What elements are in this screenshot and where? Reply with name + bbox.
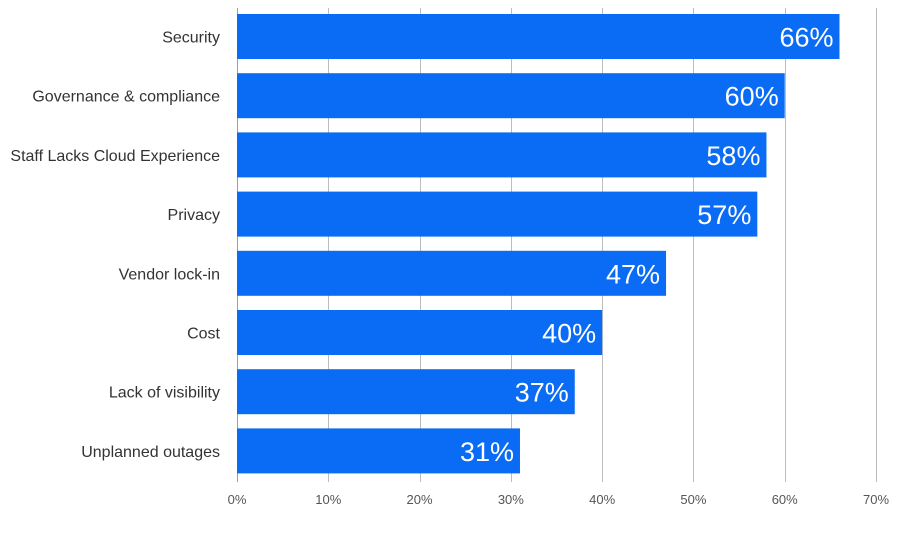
x-tick-label: 50% (680, 492, 706, 507)
data-label: 60% (725, 82, 779, 112)
category-label: Governance & compliance (32, 89, 220, 106)
category-label: Vendor lock-in (119, 266, 220, 283)
category-label: Security (162, 30, 220, 47)
labels-layer: Security 66% Governance & compliance 60% Sta… (10, 23, 833, 467)
category-label: Staff Lacks Cloud Experience (10, 148, 220, 165)
x-tick-label: 10% (315, 492, 341, 507)
bar (237, 132, 767, 178)
x-tick-label: 70% (863, 492, 889, 507)
data-label: 40% (542, 319, 596, 349)
x-tick-label: 30% (498, 492, 524, 507)
ticks-layer: 0% 10% 20% 30% 40% 50% 60% 70% (228, 492, 890, 507)
x-tick-label: 40% (589, 492, 615, 507)
category-label: Lack of visibility (109, 385, 220, 402)
bars-layer (237, 14, 840, 474)
bar (237, 73, 785, 119)
bar (237, 369, 575, 415)
data-label: 58% (706, 141, 760, 171)
category-label: Cost (187, 326, 220, 343)
data-label: 47% (606, 259, 660, 289)
category-label: Privacy (168, 207, 220, 224)
bar (237, 310, 603, 355)
data-label: 37% (515, 378, 569, 408)
x-tick-label: 20% (407, 492, 433, 507)
category-label: Unplanned outages (81, 444, 220, 461)
x-tick-label: 0% (228, 492, 247, 507)
x-tick-label: 60% (772, 492, 798, 507)
data-label: 66% (779, 23, 833, 53)
bar (237, 250, 667, 296)
data-label: 31% (460, 437, 514, 467)
bar (237, 14, 840, 59)
data-label: 57% (697, 200, 751, 230)
bar (237, 191, 758, 237)
bar (237, 428, 520, 474)
